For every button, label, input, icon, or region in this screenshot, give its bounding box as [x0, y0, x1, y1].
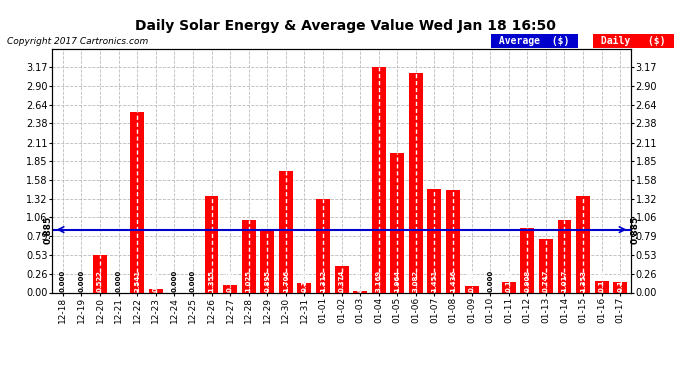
- Text: 0.000: 0.000: [116, 270, 121, 292]
- Text: 0.895: 0.895: [264, 270, 270, 292]
- Text: Daily Solar Energy & Average Value Wed Jan 18 16:50: Daily Solar Energy & Average Value Wed J…: [135, 19, 555, 33]
- Text: 0.885: 0.885: [43, 216, 52, 244]
- Bar: [316, 199, 330, 292]
- Text: 1.964: 1.964: [394, 270, 400, 292]
- Text: 0.885: 0.885: [631, 216, 640, 244]
- Bar: [464, 286, 479, 292]
- Text: 1.706: 1.706: [283, 270, 289, 292]
- Bar: [595, 280, 609, 292]
- Text: Daily   ($): Daily ($): [595, 36, 672, 46]
- Bar: [409, 74, 423, 292]
- Text: Copyright 2017 Cartronics.com: Copyright 2017 Cartronics.com: [7, 38, 148, 46]
- Text: 0.522: 0.522: [97, 270, 103, 292]
- Text: 0.168: 0.168: [599, 270, 604, 292]
- Text: 1.025: 1.025: [246, 270, 252, 292]
- Bar: [204, 196, 219, 292]
- Text: 1.017: 1.017: [562, 270, 567, 292]
- Text: 0.000: 0.000: [171, 270, 177, 292]
- Bar: [502, 282, 515, 292]
- Bar: [539, 239, 553, 292]
- Bar: [391, 153, 404, 292]
- Text: 3.169: 3.169: [375, 270, 382, 292]
- Text: 1.451: 1.451: [431, 270, 437, 292]
- Text: 0.127: 0.127: [302, 270, 308, 292]
- Text: 1.355: 1.355: [208, 270, 215, 292]
- Text: 1.312: 1.312: [320, 270, 326, 292]
- Bar: [428, 189, 442, 292]
- Text: 0.102: 0.102: [227, 270, 233, 292]
- Text: 1.436: 1.436: [450, 270, 456, 292]
- Text: 2.541: 2.541: [134, 270, 140, 292]
- Bar: [372, 67, 386, 292]
- Text: 1.353: 1.353: [580, 270, 586, 292]
- Text: 0.000: 0.000: [487, 270, 493, 292]
- Text: 0.000: 0.000: [79, 270, 84, 292]
- Text: 0.000: 0.000: [60, 270, 66, 292]
- Bar: [279, 171, 293, 292]
- Bar: [613, 282, 627, 292]
- Text: 0.048: 0.048: [152, 269, 159, 292]
- Text: 0.023: 0.023: [357, 270, 363, 292]
- Text: 0.095: 0.095: [469, 270, 475, 292]
- Bar: [93, 255, 107, 292]
- Bar: [335, 266, 348, 292]
- Text: Average  ($): Average ($): [493, 36, 575, 46]
- Bar: [223, 285, 237, 292]
- Text: 3.082: 3.082: [413, 270, 419, 292]
- Bar: [260, 229, 274, 292]
- Text: 0.908: 0.908: [524, 270, 531, 292]
- Bar: [446, 190, 460, 292]
- Bar: [149, 289, 163, 292]
- Bar: [558, 220, 571, 292]
- Text: 0.151: 0.151: [506, 270, 512, 292]
- Text: 0.142: 0.142: [617, 270, 623, 292]
- Text: 0.000: 0.000: [190, 270, 196, 292]
- Bar: [241, 220, 255, 292]
- Text: 0.374: 0.374: [339, 269, 344, 292]
- Bar: [130, 112, 144, 292]
- Bar: [520, 228, 534, 292]
- Bar: [576, 196, 590, 292]
- Bar: [297, 284, 311, 292]
- Bar: [353, 291, 367, 292]
- Text: 0.747: 0.747: [543, 269, 549, 292]
